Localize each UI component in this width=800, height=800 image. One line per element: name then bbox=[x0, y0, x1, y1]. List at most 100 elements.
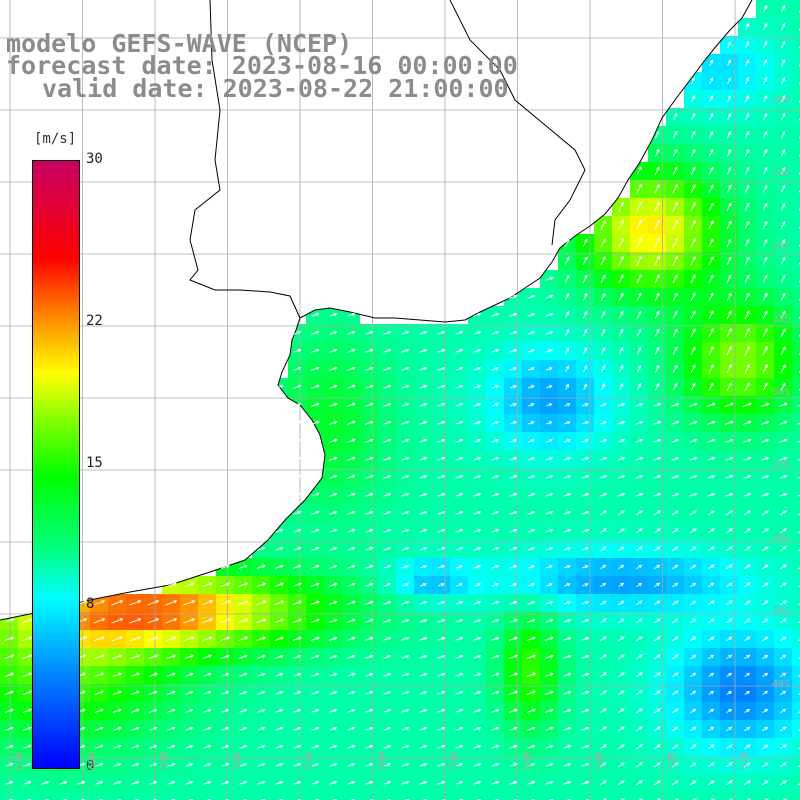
wind-cell bbox=[702, 792, 720, 800]
wind-arrow bbox=[672, 310, 678, 319]
wind-cell bbox=[792, 234, 800, 252]
wind-arrow bbox=[365, 384, 374, 389]
wind-arrow bbox=[383, 348, 392, 353]
wind-cell bbox=[630, 792, 648, 800]
wind-arrow bbox=[689, 636, 697, 642]
wind-arrow bbox=[509, 564, 518, 569]
wind-arrow bbox=[690, 166, 696, 175]
wind-arrow bbox=[726, 130, 732, 139]
wind-arrow bbox=[310, 600, 321, 605]
wind-arrow bbox=[292, 402, 302, 407]
wind-arrow bbox=[238, 582, 249, 588]
wind-arrow bbox=[274, 564, 284, 569]
wind-arrow bbox=[581, 565, 589, 569]
wind-arrow bbox=[599, 618, 607, 624]
wind-arrow bbox=[383, 618, 392, 623]
wind-arrow bbox=[401, 330, 410, 335]
wind-arrow bbox=[743, 528, 751, 534]
wind-arrow bbox=[797, 458, 800, 461]
wind-cell bbox=[792, 306, 800, 324]
wind-arrow bbox=[707, 420, 716, 425]
wind-arrow bbox=[347, 312, 356, 317]
wind-cell bbox=[36, 792, 54, 800]
wind-arrow bbox=[744, 112, 750, 121]
wind-arrow bbox=[347, 654, 356, 659]
wind-arrow bbox=[545, 510, 554, 515]
wind-arrow bbox=[383, 402, 392, 407]
wind-arrow bbox=[779, 618, 787, 624]
wind-arrow bbox=[491, 528, 500, 533]
wind-arrow bbox=[329, 726, 338, 731]
wind-arrow bbox=[147, 618, 160, 624]
wind-cell bbox=[792, 756, 800, 774]
wind-arrow bbox=[636, 600, 643, 606]
wind-arrow bbox=[671, 420, 680, 425]
wind-arrow bbox=[238, 636, 249, 642]
wind-arrow bbox=[689, 762, 697, 768]
wind-arrow bbox=[148, 672, 159, 677]
wind-arrow bbox=[383, 600, 392, 605]
wind-arrow bbox=[131, 780, 140, 785]
wind-arrow bbox=[131, 726, 140, 731]
wind-arrow bbox=[455, 690, 464, 695]
wind-arrow bbox=[383, 582, 392, 587]
wind-arrow bbox=[582, 310, 588, 319]
wind-cell bbox=[288, 792, 306, 800]
wind-arrow bbox=[545, 744, 554, 749]
wind-arrow bbox=[726, 381, 732, 392]
latitude-label: 34S bbox=[772, 241, 791, 252]
wind-arrow bbox=[202, 654, 213, 659]
wind-cell bbox=[180, 792, 198, 800]
wind-arrow bbox=[491, 762, 500, 767]
wind-arrow bbox=[77, 780, 86, 785]
wind-arrow bbox=[365, 546, 374, 551]
wind-arrow bbox=[636, 219, 643, 231]
wind-arrow bbox=[293, 492, 302, 497]
latitude-label: 33S bbox=[772, 168, 791, 179]
wind-arrow bbox=[581, 420, 589, 425]
wind-arrow bbox=[544, 672, 554, 677]
wind-arrow bbox=[797, 531, 800, 534]
wind-arrow bbox=[203, 708, 212, 713]
wind-arrow bbox=[383, 492, 392, 497]
latitude-label: 32S bbox=[772, 95, 791, 106]
wind-arrow bbox=[671, 546, 679, 552]
wind-arrow bbox=[473, 744, 482, 749]
wind-arrow bbox=[311, 780, 320, 785]
wind-arrow bbox=[708, 582, 715, 588]
wind-arrow bbox=[762, 382, 768, 392]
wind-arrow bbox=[565, 365, 569, 373]
wind-arrow bbox=[672, 183, 678, 194]
wind-arrow bbox=[744, 184, 750, 193]
wind-arrow bbox=[653, 636, 661, 642]
wind-arrow bbox=[239, 708, 248, 713]
wind-arrow bbox=[744, 274, 750, 283]
wind-arrow bbox=[509, 618, 518, 623]
wind-arrow bbox=[310, 438, 320, 443]
wind-arrow bbox=[780, 726, 787, 732]
wind-arrow bbox=[292, 618, 303, 624]
wind-arrow bbox=[419, 456, 428, 461]
wind-arrow bbox=[780, 4, 786, 13]
wind-arrow bbox=[780, 220, 786, 229]
wind-arrow bbox=[527, 312, 536, 317]
wind-arrow bbox=[618, 237, 624, 248]
wind-arrow bbox=[797, 513, 800, 516]
wind-arrow bbox=[310, 636, 320, 641]
wind-arrow bbox=[455, 636, 464, 641]
wind-arrow bbox=[4, 690, 15, 695]
wind-arrow bbox=[563, 780, 572, 785]
wind-arrow bbox=[21, 618, 33, 624]
wind-arrow bbox=[4, 654, 15, 660]
wind-arrow bbox=[654, 346, 660, 355]
wind-arrow bbox=[779, 492, 788, 497]
wind-arrow bbox=[328, 636, 338, 641]
wind-arrow bbox=[509, 600, 518, 605]
wind-arrow bbox=[401, 528, 410, 533]
wind-arrow bbox=[183, 582, 195, 588]
wind-arrow bbox=[527, 294, 536, 299]
wind-arrow bbox=[708, 708, 715, 714]
wind-arrow bbox=[581, 618, 590, 623]
wind-arrow bbox=[401, 492, 410, 497]
wind-arrow bbox=[761, 780, 769, 786]
